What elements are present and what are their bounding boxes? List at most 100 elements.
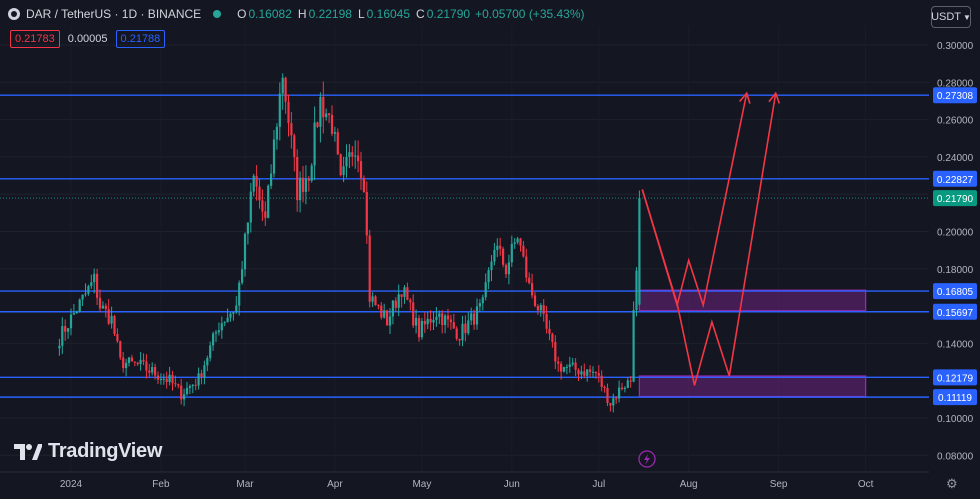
currency-selector[interactable]: USDT ▼ bbox=[931, 6, 971, 28]
candle-body bbox=[632, 310, 635, 382]
candle-body bbox=[93, 273, 96, 283]
low-label: L bbox=[357, 7, 365, 21]
candle-body bbox=[296, 157, 299, 201]
candle-body bbox=[339, 154, 342, 176]
candle-body bbox=[635, 270, 638, 311]
y-tick-label: 0.14000 bbox=[937, 339, 974, 350]
candle-body bbox=[125, 362, 128, 369]
settings-gear-icon[interactable]: ⚙ bbox=[946, 476, 958, 491]
candle-body bbox=[270, 173, 273, 186]
candle-body bbox=[200, 373, 203, 378]
candle-body bbox=[258, 186, 261, 201]
candle-body bbox=[626, 380, 629, 388]
level-badge: 0.11119 bbox=[938, 393, 972, 404]
candle-body bbox=[539, 305, 542, 311]
candle-body bbox=[162, 378, 165, 380]
candle-body bbox=[452, 322, 455, 329]
buy-button[interactable]: 0.21788 bbox=[115, 30, 166, 48]
level-badge-bg bbox=[933, 170, 977, 187]
level-badge-bg bbox=[933, 303, 977, 320]
open-value: 0.16082 bbox=[248, 7, 292, 21]
price-axis: 0.300000.280000.260000.240000.220000.200… bbox=[929, 0, 980, 499]
candle-body bbox=[432, 319, 435, 323]
indicator-icon[interactable] bbox=[638, 450, 656, 468]
candle-body bbox=[464, 323, 467, 334]
symbol-logo-icon bbox=[8, 8, 20, 20]
level-badge: 0.12179 bbox=[937, 373, 974, 384]
y-tick-label: 0.26000 bbox=[937, 116, 974, 127]
level-badge: 0.16805 bbox=[937, 287, 974, 298]
candle-body bbox=[246, 222, 249, 234]
y-tick-label: 0.24000 bbox=[937, 153, 974, 164]
candle-body bbox=[533, 295, 537, 307]
sell-button[interactable]: 0.21783 bbox=[10, 30, 60, 48]
candle-body bbox=[461, 323, 464, 341]
candle-body bbox=[333, 132, 336, 134]
candle-body bbox=[185, 387, 189, 395]
candle-body bbox=[615, 398, 618, 400]
candle-body bbox=[330, 115, 334, 134]
candle-body bbox=[383, 310, 386, 318]
candle-body bbox=[212, 333, 215, 346]
candle-body bbox=[597, 373, 600, 376]
candle-body bbox=[502, 248, 505, 265]
candle-body bbox=[133, 361, 136, 363]
candle-body bbox=[139, 359, 142, 365]
candle-body bbox=[397, 294, 400, 308]
currency-label: USDT bbox=[931, 11, 962, 23]
candle-body bbox=[513, 242, 516, 244]
tradingview-mark-icon bbox=[14, 443, 42, 460]
change-value: +0.05700 (+35.43%) bbox=[475, 7, 585, 21]
candle-body bbox=[586, 369, 589, 376]
y-tick-label: 0.18000 bbox=[937, 265, 974, 276]
market-status-icon[interactable] bbox=[213, 10, 222, 18]
candle-body bbox=[403, 287, 406, 297]
candle-body bbox=[380, 305, 383, 318]
candle-body bbox=[548, 328, 551, 334]
candle-body bbox=[156, 375, 160, 380]
candle-body bbox=[98, 297, 102, 309]
candle-body bbox=[580, 371, 583, 375]
candle-body bbox=[145, 361, 148, 371]
candle-body bbox=[487, 270, 490, 283]
candle-body bbox=[188, 386, 191, 388]
candle-body bbox=[203, 365, 206, 378]
high-value: 0.22198 bbox=[308, 7, 352, 21]
candle-body bbox=[478, 303, 481, 307]
candle-body bbox=[531, 283, 534, 296]
candle-body bbox=[606, 387, 609, 404]
candle-body bbox=[536, 306, 539, 311]
x-tick-label: Sep bbox=[770, 479, 788, 490]
candle-body bbox=[84, 293, 87, 295]
candle-body bbox=[235, 305, 238, 313]
candle-body bbox=[119, 341, 122, 358]
candle-body bbox=[307, 178, 310, 181]
legend-header: DAR / TetherUS · 1D · BINANCE O 0.16082 H… bbox=[8, 5, 585, 23]
x-tick-label: Oct bbox=[858, 479, 874, 490]
candle-body bbox=[261, 200, 264, 212]
last-price-badge: 0.21790 bbox=[937, 194, 974, 205]
candle-body bbox=[90, 282, 93, 287]
candle-body bbox=[612, 398, 615, 406]
candle-body bbox=[319, 96, 322, 127]
candle-body bbox=[345, 157, 348, 167]
candle-body bbox=[287, 101, 290, 124]
candle-body bbox=[116, 333, 119, 342]
candle-body bbox=[267, 185, 270, 218]
candle-body bbox=[475, 306, 479, 325]
horizontal-levels bbox=[0, 94, 929, 398]
candle-body bbox=[183, 394, 186, 400]
candle-body bbox=[275, 126, 278, 140]
candle-body bbox=[316, 122, 319, 127]
candle-body bbox=[342, 166, 345, 176]
candle-body bbox=[299, 177, 302, 201]
price-badges: 0.27308 0.22827 0.16805 0.15697 0.12179 0.111… bbox=[933, 87, 977, 406]
candle-body bbox=[629, 380, 632, 382]
candle-body bbox=[551, 333, 554, 342]
candle-body bbox=[603, 386, 606, 388]
level-badge-bg bbox=[933, 87, 977, 104]
candle-body bbox=[388, 316, 392, 326]
candle-body bbox=[113, 316, 116, 334]
candle-body bbox=[484, 282, 487, 298]
